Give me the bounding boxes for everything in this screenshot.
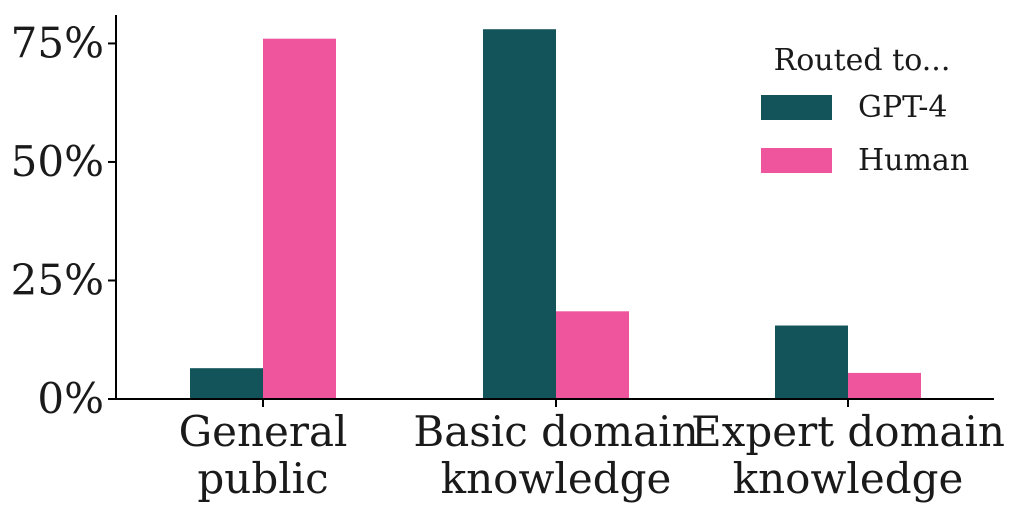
legend: Routed to... GPT-4 Human [761,43,969,178]
x-tick-label: knowledge [733,454,964,503]
legend-swatch [761,148,832,173]
bar-human-2 [848,372,921,399]
bar-gpt-4-0 [190,368,263,399]
y-tick-label: 75% [11,18,104,67]
x-tick-label: knowledge [441,454,672,503]
x-tick-label: public [197,454,328,503]
bar-human-1 [556,311,629,399]
y-tick-label: 50% [11,137,104,186]
legend-label: GPT-4 [858,90,948,125]
legend-label: Human [858,143,969,178]
legend-swatch [761,95,832,120]
x-tick-label: General [179,407,348,456]
y-tick-label: 25% [11,255,104,304]
legend-title: Routed to... [774,43,951,78]
bars-layer [190,29,921,399]
bar-gpt-4-2 [775,325,848,399]
y-tick-label: 0% [37,374,104,423]
bar-gpt-4-1 [483,29,556,399]
x-tick-label: Expert domain [691,407,1005,456]
x-tick-label: Basic domain [413,407,698,456]
bar-human-0 [263,38,336,399]
